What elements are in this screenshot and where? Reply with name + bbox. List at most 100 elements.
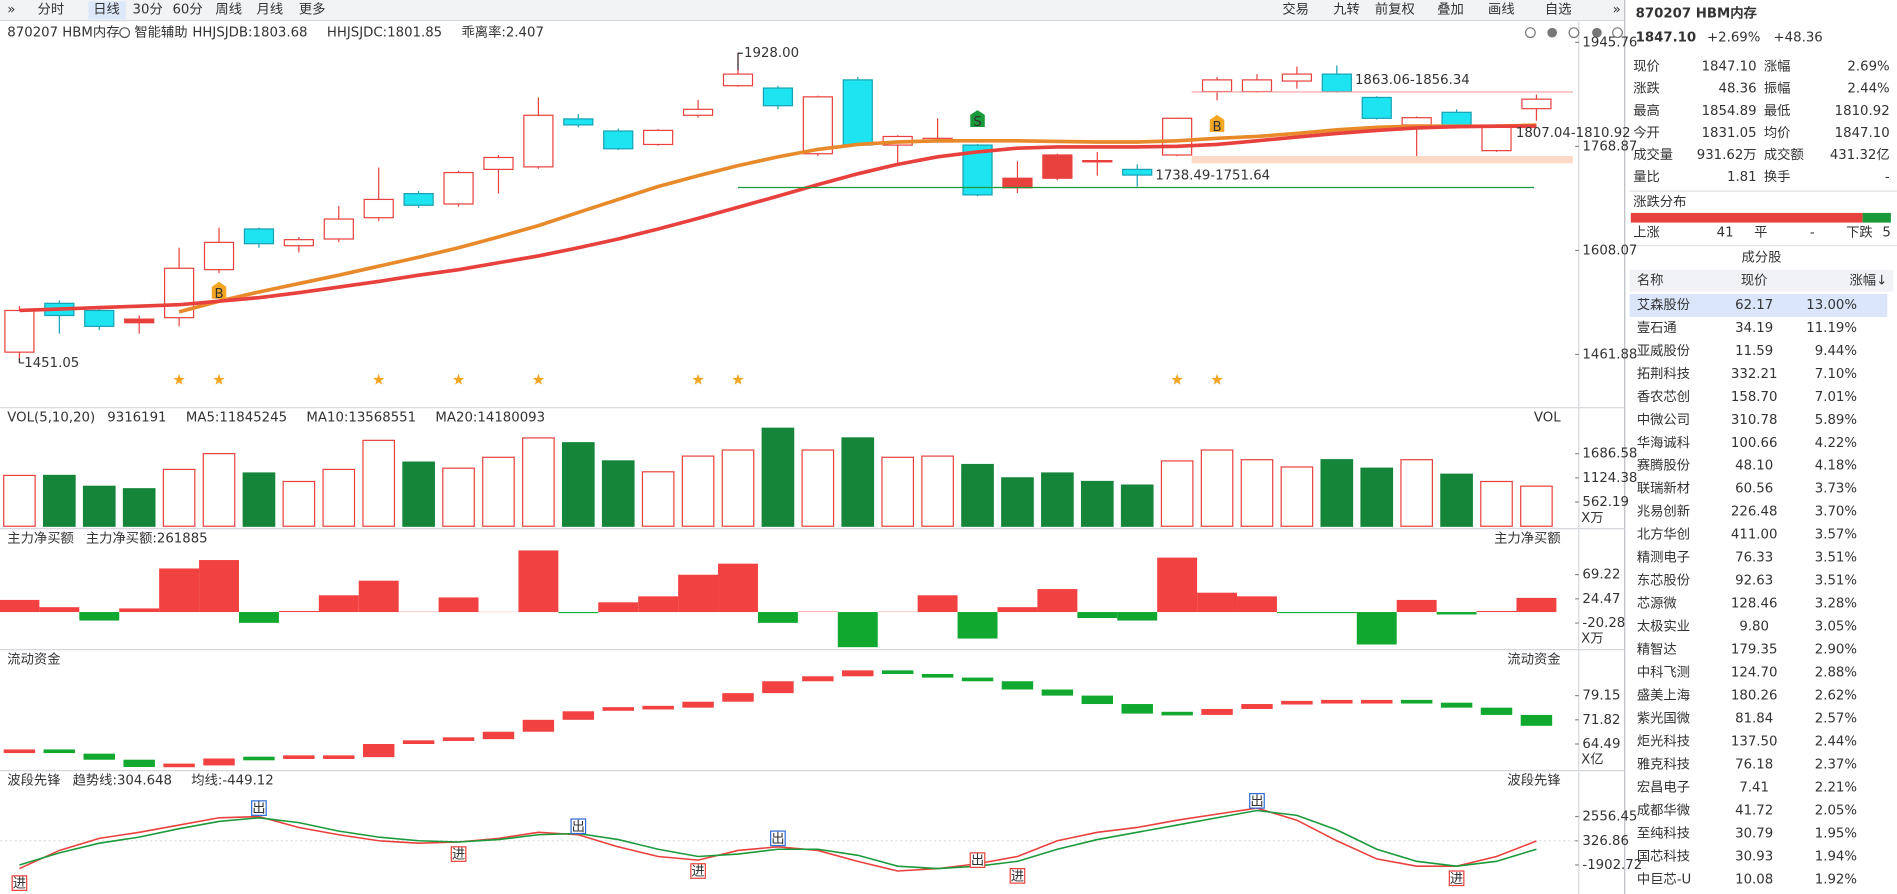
quote-label: 振幅 [1764,81,1791,97]
volume-bar [761,427,795,527]
stock-name[interactable]: 精智达 [1637,642,1677,658]
toolbar-tab[interactable]: 分时 [38,2,65,18]
indicator-line [19,124,1537,313]
quote-label: 最高 [1633,102,1660,119]
toolbar-button[interactable]: 交易 [1282,1,1309,18]
quote-label: 均价 [1764,125,1791,141]
flow-bar [921,673,954,678]
section-title: 涨跌分布 [1633,194,1686,210]
candle-body [1321,73,1352,93]
toolbar-button[interactable]: 前复权 [1375,1,1415,18]
net-buy-bar [997,607,1038,613]
stock-name[interactable]: 太极实业 [1637,619,1690,635]
unit-label: X万 [1581,511,1603,526]
stock-name[interactable]: 赛腾股份 [1637,457,1690,474]
flow-bar [881,670,914,674]
legend-value: MA20:14180093 [435,410,545,425]
stock-name[interactable]: 国芯科技 [1637,848,1690,864]
volume-bar [1480,480,1513,527]
signal-box [11,875,28,891]
signal-badge [211,281,227,299]
net-buy-bar [1237,596,1277,613]
stock-name[interactable]: 至纯科技 [1637,826,1690,842]
candle-body [443,171,474,205]
stock-name[interactable]: 兆易创新 [1637,504,1690,520]
flow-bar [3,749,36,754]
stock-name[interactable]: 盛美上海 [1637,688,1690,704]
icon[interactable] [1612,27,1623,39]
stock-change: 1.94% [1815,849,1857,864]
icon[interactable] [1568,27,1580,39]
breadth-label: 平 [1754,225,1767,240]
quote-value: 1810.92 [1835,104,1890,119]
icon[interactable] [1524,27,1536,39]
stock-name[interactable]: 雅克科技 [1637,757,1690,773]
stock-price: 9.80 [1739,620,1769,635]
net-buy-bar [957,612,998,639]
collapse-icon[interactable]: » [1613,3,1621,18]
candle-body [1162,117,1193,156]
stock-name[interactable]: 艾森股份 [1637,297,1690,313]
candle-body [1401,117,1432,126]
candle-body [842,79,873,146]
stock-name[interactable]: 拓荆科技 [1637,366,1690,382]
toolbar-button[interactable]: 自选 [1545,2,1572,18]
stock-name[interactable]: 宏昌电子 [1637,780,1690,796]
price-annotation: 1451.05 [24,356,79,371]
stock-name[interactable]: 壹石通 [1637,320,1677,336]
collapse-icon[interactable]: » [7,3,15,18]
stock-name[interactable]: 精测电子 [1637,550,1690,566]
stock-name[interactable]: 联瑞新材 [1637,481,1690,497]
legend-value: 主力净买额:261885 [86,530,208,546]
candle-body [523,114,554,168]
y-tick-label: 64.49 [1582,737,1620,752]
toolbar-tab[interactable]: 60分 [172,2,202,18]
icon[interactable] [1592,27,1602,38]
column-header[interactable]: 现价 [1741,274,1768,289]
stock-name[interactable]: 北方华创 [1637,527,1690,543]
signal-box [450,846,467,862]
quote-value: - [1885,170,1890,185]
stock-name[interactable]: 华海诚科 [1637,435,1690,451]
breadth-value: 41 [1717,225,1734,240]
stock-name[interactable]: 中科飞测 [1637,665,1690,681]
volume-bar [362,439,396,527]
toolbar-button[interactable]: 叠加 [1437,2,1464,18]
price-annotation: 1928.00 [744,46,799,61]
signal-box [570,818,587,835]
stock-name[interactable]: 东芯股份 [1637,573,1690,589]
flow-bar [1081,695,1114,705]
toolbar-tab[interactable]: 日线 [93,2,120,18]
stock-change: 4.22% [1815,436,1857,451]
stock-name[interactable]: 中巨芯-U [1637,871,1691,887]
column-header[interactable]: 名称 [1637,273,1664,289]
signal-box [1448,870,1465,887]
stock-change: 9.44% [1815,344,1857,359]
toolbar [0,0,1625,21]
toolbar-button[interactable]: 画线 [1488,2,1515,18]
column-header[interactable]: 涨幅↓ [1850,273,1888,289]
signal-box [690,863,706,879]
toolbar-tab[interactable]: 周线 [215,2,242,18]
stock-name[interactable]: 成都华微 [1637,803,1690,819]
toolbar-tab[interactable]: 更多 [299,1,326,18]
stock-name[interactable]: 亚威股份 [1637,343,1690,359]
net-buy-bar [917,595,958,613]
stock-name[interactable]: 紫光国微 [1637,711,1690,727]
net-buy-bar [358,580,399,613]
stock-name[interactable]: 炬光科技 [1637,734,1690,750]
stock-name[interactable]: 香农芯创 [1637,389,1690,405]
indicator-value: HHJSJDB:1803.68 [192,26,307,41]
stock-name[interactable]: 芯源微 [1637,596,1677,612]
net-buy-bar [1476,610,1517,613]
toolbar-button[interactable]: 九转 [1333,2,1360,18]
toolbar-tab[interactable]: 月线 [257,2,284,18]
assist-toggle[interactable]: 智能辅助 [134,25,187,41]
stock-name[interactable]: 中微公司 [1637,412,1690,428]
icon[interactable] [1547,27,1558,38]
net-buy-bar [1356,612,1397,645]
level-band [1191,156,1573,164]
breadth-label: 上涨 [1633,224,1660,240]
toolbar-tab[interactable]: 30分 [133,2,163,18]
star-marker [213,373,225,385]
